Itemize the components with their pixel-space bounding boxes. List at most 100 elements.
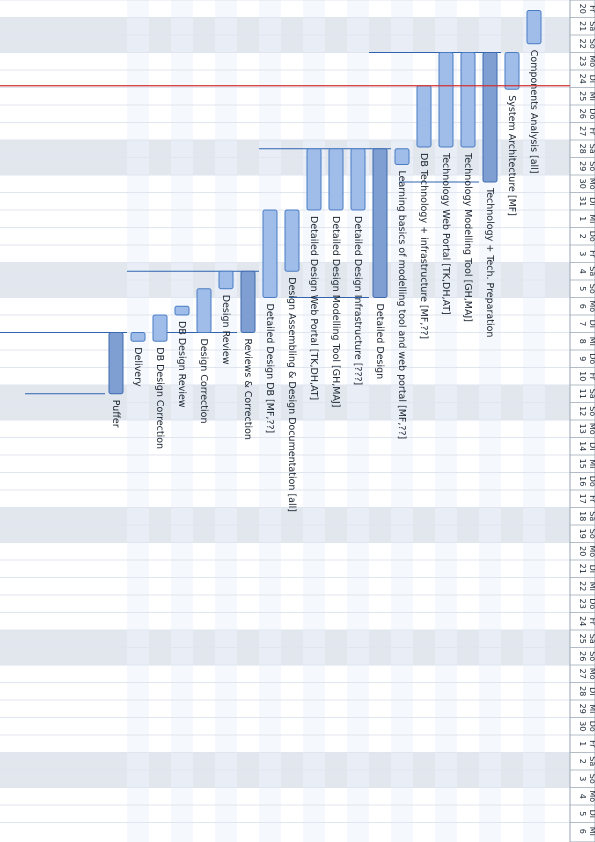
date-weekday-label: Fr xyxy=(588,5,595,13)
task-bar[interactable] xyxy=(328,148,344,211)
task-label: Technology + Tech. Preparation xyxy=(484,187,495,337)
column-tint xyxy=(347,0,369,842)
date-day-label: 18 xyxy=(578,511,587,521)
date-day-label: 30 xyxy=(578,721,587,731)
date-weekday-label: Do xyxy=(588,721,595,732)
date-day-label: 10 xyxy=(578,371,587,381)
date-day-label: 26 xyxy=(578,651,587,661)
task-bar[interactable] xyxy=(196,288,212,333)
task-label: Detailed Design xyxy=(374,304,385,380)
date-weekday-label: Sa xyxy=(588,634,595,644)
date-day-label: 26 xyxy=(578,109,587,119)
date-weekday-label: Do xyxy=(588,231,595,242)
task-label: Technology Modelling Tool [GH,MAJ] xyxy=(462,152,473,322)
date-weekday-label: Fr xyxy=(588,618,595,626)
task-bar[interactable] xyxy=(460,52,476,148)
task-label: Detailed Design Infrastructure [???] xyxy=(352,216,363,385)
date-weekday-label: Fr xyxy=(588,373,595,381)
date-day-label: 21 xyxy=(578,21,587,31)
date-weekday-label: Mi xyxy=(588,459,595,468)
summary-bar[interactable] xyxy=(240,270,256,333)
task-label: Reviews & Correction xyxy=(242,339,253,440)
date-weekday-label: Di xyxy=(588,320,595,328)
date-weekday-label: Sa xyxy=(588,266,595,276)
task-label: Detailed Design Web Portal [TK,DH,AT] xyxy=(308,216,319,400)
date-day-label: 30 xyxy=(578,179,587,189)
summary-bar[interactable] xyxy=(372,148,388,298)
task-label: Detailed Design DB [MF,??] xyxy=(264,304,275,434)
task-label: Technology Web Portal [TK,DH,AT] xyxy=(440,152,451,315)
summary-bar[interactable] xyxy=(108,332,124,395)
date-weekday-label: So xyxy=(588,529,595,539)
date-day-label: 2 xyxy=(578,234,587,239)
date-weekday-label: Sa xyxy=(588,511,595,521)
task-bar[interactable] xyxy=(262,209,278,298)
task-bar[interactable] xyxy=(394,148,410,165)
task-bar[interactable] xyxy=(284,209,300,272)
task-bar[interactable] xyxy=(504,52,520,90)
date-day-label: 22 xyxy=(578,581,587,591)
date-weekday-label: Di xyxy=(588,442,595,450)
date-day-label: 3 xyxy=(578,251,587,256)
date-weekday-label: Mo xyxy=(588,790,595,802)
date-day-label: 4 xyxy=(578,269,587,274)
date-weekday-label: So xyxy=(588,39,595,49)
date-weekday-label: Mo xyxy=(588,55,595,67)
task-bar[interactable] xyxy=(350,148,366,211)
date-day-label: 4 xyxy=(578,794,587,799)
date-weekday-label: Do xyxy=(588,476,595,487)
date-weekday-label: Mo xyxy=(588,668,595,680)
task-label: DB Design Review xyxy=(176,321,187,408)
task-label: System Architecture [MF] xyxy=(506,95,517,216)
date-weekday-label: Fr xyxy=(588,740,595,748)
date-day-label: 28 xyxy=(578,686,587,696)
date-day-label: 23 xyxy=(578,599,587,609)
task-bar[interactable] xyxy=(218,270,234,290)
date-weekday-label: Mo xyxy=(588,178,595,190)
date-day-label: 17 xyxy=(578,494,587,504)
task-bar[interactable] xyxy=(130,332,146,342)
task-label: Delivery xyxy=(132,347,143,387)
date-weekday-label: Do xyxy=(588,598,595,609)
task-bar[interactable] xyxy=(152,314,168,342)
date-day-label: 25 xyxy=(578,91,587,101)
date-weekday-label: Mo xyxy=(588,423,595,435)
date-weekday-label: Di xyxy=(588,565,595,573)
task-label: DB Design Correction xyxy=(154,347,165,449)
column-tint xyxy=(303,0,325,842)
date-day-label: 24 xyxy=(578,616,587,626)
date-weekday-label: Di xyxy=(588,810,595,818)
date-weekday-label: Mo xyxy=(588,545,595,557)
date-weekday-label: Mi xyxy=(588,92,595,101)
date-day-label: 2 xyxy=(578,759,587,764)
task-bar[interactable] xyxy=(174,305,190,316)
date-weekday-label: Fr xyxy=(588,250,595,258)
date-weekday-label: Mi xyxy=(588,704,595,713)
date-weekday-label: Mi xyxy=(588,827,595,836)
task-bar[interactable] xyxy=(526,10,542,45)
date-day-label: 1 xyxy=(578,216,587,221)
date-weekday-label: Sa xyxy=(588,756,595,766)
date-day-label: 31 xyxy=(578,196,587,206)
date-weekday-label: Mi xyxy=(588,582,595,591)
date-day-label: 13 xyxy=(578,424,587,434)
task-bar[interactable] xyxy=(416,85,432,148)
date-day-label: 29 xyxy=(578,704,587,714)
task-label: DB Technology + infrastructure [MF,??] xyxy=(418,153,429,339)
task-label: Design Correction xyxy=(198,339,209,424)
date-weekday-label: Sa xyxy=(588,21,595,31)
task-bar[interactable] xyxy=(306,148,322,211)
task-label: Puffer xyxy=(110,400,121,428)
date-day-label: 7 xyxy=(578,321,587,326)
summary-bar[interactable] xyxy=(482,52,498,183)
date-day-label: 21 xyxy=(578,564,587,574)
date-weekday-label: Do xyxy=(588,353,595,364)
task-label: Design Assembling & Design Documentation… xyxy=(286,277,297,512)
date-day-label: 22 xyxy=(578,39,587,49)
task-label: Learning basics of modelling tool and we… xyxy=(396,171,407,440)
date-weekday-label: So xyxy=(588,161,595,171)
date-day-label: 6 xyxy=(578,829,587,834)
task-bar[interactable] xyxy=(438,52,454,148)
task-label: Detailed Design Modelling Tool [GH,MAJ] xyxy=(330,216,341,407)
